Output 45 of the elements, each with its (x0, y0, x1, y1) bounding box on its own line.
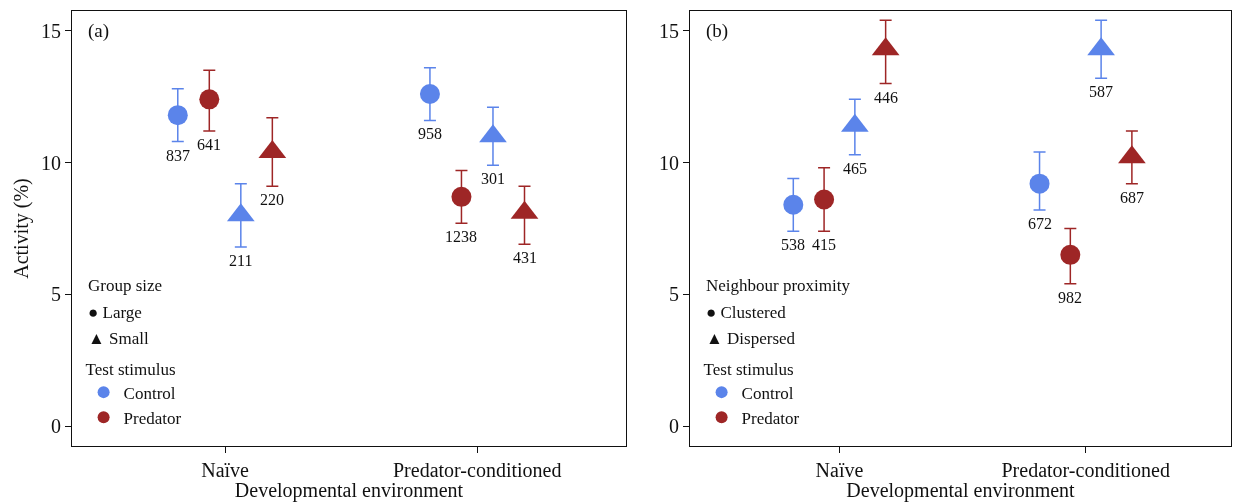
annotation: 672 (1028, 215, 1052, 232)
annotation: 301 (481, 170, 505, 187)
annotation: 837 (166, 147, 190, 164)
x-tick-label: Predator-conditioned (1001, 459, 1170, 482)
annotation: Neighbour proximity (706, 276, 851, 295)
y-tick-label: 10 (658, 151, 679, 174)
y-tick-label: 5 (50, 283, 61, 306)
y-axis-title: Activity (%) (10, 178, 34, 279)
annotation: ● Large (88, 303, 142, 322)
annotation: 958 (418, 125, 442, 142)
annotation: 641 (197, 136, 221, 153)
annotation: 446 (874, 89, 898, 106)
annotation: 465 (843, 160, 867, 177)
x-tick-label: Naïve (815, 459, 864, 482)
annotation: 211 (229, 252, 253, 269)
annotation: 687 (1120, 189, 1144, 206)
y-tick-label: 0 (668, 415, 679, 438)
x-tick-label: Predator-conditioned (393, 459, 562, 482)
annotation: ● Clustered (706, 303, 787, 322)
annotation: 431 (513, 249, 537, 266)
legend-label: Predator (741, 408, 800, 428)
text: (a) (88, 20, 110, 42)
annotation: 982 (1058, 289, 1082, 306)
y-tick-label: 10 (40, 151, 61, 174)
annotation: 538 (781, 236, 805, 253)
y-tick-label: 15 (40, 19, 61, 42)
y-tick-label: 0 (50, 415, 61, 438)
legend-title: Test stimulus (85, 359, 176, 379)
annotation: 587 (1089, 83, 1113, 100)
annotation: ▲ Dispersed (706, 329, 796, 348)
legend-label: Predator (123, 408, 182, 428)
annotation: Group size (88, 276, 163, 295)
annotation: 1238 (445, 228, 477, 245)
legend-title: Test stimulus (703, 359, 794, 379)
y-tick-label: 5 (668, 283, 679, 306)
annotation: ▲ Small (88, 329, 150, 348)
x-tick-label: Naïve (201, 459, 250, 482)
annotation: 220 (260, 191, 284, 208)
x-axis-title: Developmental environment (234, 479, 464, 502)
y-tick-label: 15 (658, 19, 679, 42)
legend-label: Control (741, 383, 794, 403)
legend-label: Control (123, 383, 176, 403)
annotation: 415 (812, 236, 836, 253)
x-axis-title: Developmental environment (846, 479, 1076, 502)
text: (b) (706, 20, 729, 42)
